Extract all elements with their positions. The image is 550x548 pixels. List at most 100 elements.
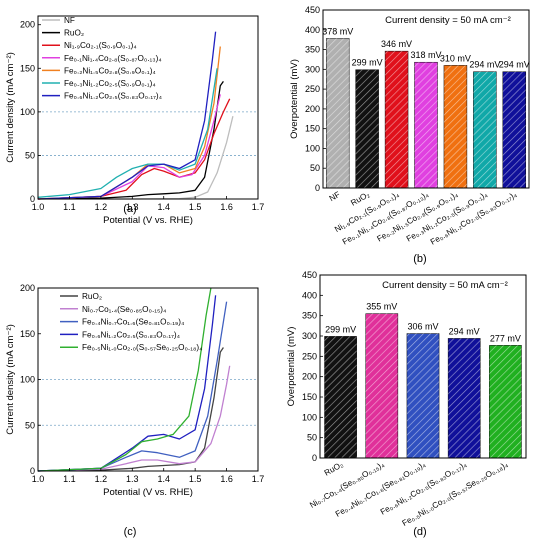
y-tick-label: 100 <box>305 143 320 153</box>
y-tick-label: 350 <box>302 311 317 321</box>
y-tick-label: 400 <box>305 25 320 35</box>
legend-entry: Fe₀.₂Ni₁.₅Co₂.₈(S₀.₉O₀.₁)₄ <box>64 66 156 75</box>
panel-label: (c) <box>124 526 137 538</box>
series-line <box>37 295 217 472</box>
data-label: 294 mV <box>469 60 500 70</box>
panel-a: 1.0 1.1 1.2 1.3 1.4 1.5 1.6 1.7 0 50 100 150 200 Pote… <box>5 15 265 226</box>
series-line <box>37 68 218 198</box>
panel-label: (d) <box>413 526 426 538</box>
data-label: 378 mV <box>322 26 353 36</box>
series-line <box>37 365 231 472</box>
data-label: 294 mV <box>499 60 530 70</box>
x-tick-label: 1.4 <box>157 474 170 484</box>
legend-entry: RuO₂ <box>82 292 102 301</box>
bar-hatch <box>448 338 481 458</box>
series-line <box>37 94 221 200</box>
series-line <box>37 81 224 200</box>
y-tick-label: 150 <box>20 329 35 339</box>
category-label: RuO₂ <box>323 460 345 478</box>
legend-entry: Fe₀.₆Ni₁.₂Co₂.₅(S₀.₈₃O₀.₁₇)₄ <box>82 330 181 339</box>
chart-title: Current density = 50 mA cm⁻² <box>385 15 511 26</box>
x-tick-label: 1.0 <box>32 474 45 484</box>
bar-hatch <box>502 71 526 188</box>
panel-c: 1.0 1.1 1.2 1.3 1.4 1.5 1.6 1.7 0 50 100 150 200 Pote… <box>5 283 264 538</box>
series-line <box>37 347 224 472</box>
y-tick-label: 300 <box>302 331 317 341</box>
y-tick-label: 0 <box>30 194 35 204</box>
bar-hatch <box>355 69 379 188</box>
y-tick-label: 150 <box>305 124 320 134</box>
x-tick-label: 1.0 <box>32 202 45 212</box>
legend-entry: Fe₀.₄Ni₀.₇Co₁.₆(Se₀.₈₁O₀.₁₉)₄ <box>82 318 185 327</box>
y-tick-label: 100 <box>20 107 35 117</box>
panel-label: (b) <box>413 253 426 265</box>
y-tick-label: 350 <box>305 45 320 55</box>
x-tick-label: 1.1 <box>63 474 76 484</box>
data-label: 277 mV <box>490 333 521 343</box>
y-tick-label: 150 <box>302 392 317 402</box>
x-tick-label: 1.3 <box>126 474 139 484</box>
legend-entry: Fe₀.₆Ni₁.₂Co₂.₅(S₀.₈₃O₀.₁₇)₄ <box>64 92 163 101</box>
x-tick-label: 1.6 <box>220 474 233 484</box>
y-tick-label: 100 <box>302 412 317 422</box>
series-line <box>37 31 217 200</box>
y-tick-label: 300 <box>305 64 320 74</box>
data-label: 346 mV <box>381 39 412 49</box>
x-tick-label: 1.5 <box>189 474 202 484</box>
series-line <box>37 301 228 472</box>
legend-entry: Ni₀.₇Co₁.₄(Se₀.₈₅O₀.₁₅)₄ <box>82 305 167 314</box>
legend-entry: RuO₂ <box>64 29 84 38</box>
y-tick-label: 200 <box>305 104 320 114</box>
bar-hatch <box>324 336 357 458</box>
category-label: NF <box>328 190 342 203</box>
y-tick-label: 250 <box>302 351 317 361</box>
y-axis-label: Overpotential (mV) <box>289 59 300 139</box>
y-tick-label: 450 <box>305 5 320 15</box>
data-label: 299 mV <box>352 58 383 68</box>
x-tick-label: 1.6 <box>220 202 233 212</box>
bar-hatch <box>489 345 522 458</box>
y-tick-label: 50 <box>310 163 320 173</box>
y-tick-label: 450 <box>302 270 317 280</box>
y-tick-label: 250 <box>305 84 320 94</box>
plot-frame <box>37 15 259 200</box>
x-tick-label: 1.5 <box>189 202 202 212</box>
y-tick-label: 200 <box>20 283 35 293</box>
series-line <box>37 287 212 472</box>
series-line <box>37 98 231 200</box>
data-label: 294 mV <box>449 326 480 336</box>
data-label: 310 mV <box>440 53 471 63</box>
y-tick-label: 0 <box>30 466 35 476</box>
y-tick-label: 200 <box>20 20 35 30</box>
chart-title: Current density = 50 mA cm⁻² <box>382 280 508 291</box>
bar-hatch <box>473 71 497 188</box>
y-axis-label: Overpotential (mV) <box>286 327 297 407</box>
plot-frame <box>319 274 527 459</box>
bar-hatch <box>365 313 398 458</box>
bar-hatch <box>414 62 438 188</box>
bar-hatch <box>443 65 467 188</box>
x-tick-label: 1.7 <box>252 202 265 212</box>
y-tick-label: 100 <box>20 375 35 385</box>
bar-hatch <box>406 333 440 458</box>
y-axis-label: Current density (mA cm⁻²) <box>5 52 16 163</box>
x-tick-label: 1.3 <box>126 202 139 212</box>
x-axis-label: Potential (V vs. RHE) <box>103 215 193 226</box>
plot-frame <box>322 9 530 189</box>
legend-entry: NF <box>64 16 75 25</box>
x-tick-label: 1.4 <box>157 202 170 212</box>
legend-entry: Fe₀.₅Ni₁.₀Co₂.₀(S₀.₅₇Se₀.₂₅O₀.₁₈)₄ <box>82 343 203 352</box>
legend-entry: Fe₀.₁Ni₁.₄Co₂.₈(S₀.₈₇O₀.₁₃)₄ <box>64 54 162 63</box>
x-tick-label: 1.2 <box>95 474 108 484</box>
y-axis-label: Current density (mA cm⁻²) <box>5 324 16 435</box>
data-label: 355 mV <box>366 302 397 312</box>
x-tick-label: 1.2 <box>95 202 108 212</box>
bar-hatch <box>385 51 409 188</box>
category-label: RuO₂ <box>349 190 371 208</box>
legend-entry: Fe₀.₃Ni₁.₂Co₂.₅(S₀.₉O₀.₁)₄ <box>64 79 156 88</box>
x-axis-label: Potential (V vs. RHE) <box>103 487 193 498</box>
data-label: 299 mV <box>325 324 356 334</box>
y-tick-label: 150 <box>20 63 35 73</box>
